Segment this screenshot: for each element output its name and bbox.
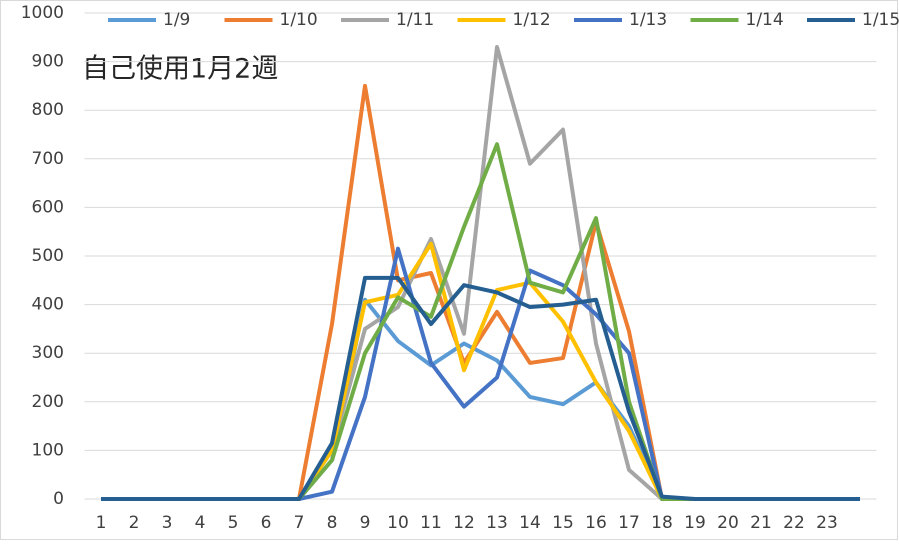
x-tick-label: 8 <box>327 513 338 533</box>
x-tick-label: 3 <box>162 513 173 533</box>
x-tick-label: 6 <box>261 513 272 533</box>
legend-label: 1/11 <box>396 10 434 30</box>
y-tick-label: 900 <box>32 52 64 72</box>
y-tick-label: 1000 <box>21 3 64 23</box>
x-tick-label: 14 <box>519 513 541 533</box>
y-tick-label: 200 <box>32 392 64 412</box>
x-tick-label: 22 <box>783 513 805 533</box>
y-tick-label: 800 <box>32 100 64 120</box>
x-tick-label: 4 <box>195 513 206 533</box>
y-tick-label: 500 <box>32 246 64 266</box>
x-tick-label: 20 <box>717 513 739 533</box>
legend-label: 1/9 <box>163 10 190 30</box>
legend-label: 1/13 <box>629 10 667 30</box>
x-tick-label: 11 <box>420 513 442 533</box>
annotation: 自己使用1月2週 <box>82 54 278 85</box>
y-tick-label: 600 <box>32 197 64 217</box>
y-tick-label: 0 <box>53 489 64 509</box>
x-tick-label: 10 <box>387 513 409 533</box>
legend-label: 1/14 <box>746 10 784 30</box>
y-tick-label: 100 <box>32 440 64 460</box>
x-tick-label: 21 <box>750 513 772 533</box>
x-tick-label: 18 <box>651 513 673 533</box>
x-tick-label: 2 <box>129 513 140 533</box>
y-tick-label: 300 <box>32 343 64 363</box>
x-tick-label: 1 <box>96 513 107 533</box>
x-tick-label: 19 <box>684 513 706 533</box>
x-tick-label: 7 <box>294 513 305 533</box>
y-tick-label: 400 <box>32 295 64 315</box>
legend-label: 1/10 <box>280 10 318 30</box>
legend-label: 1/12 <box>513 10 551 30</box>
series-line <box>101 275 860 501</box>
x-tick-label: 16 <box>585 513 607 533</box>
x-tick-label: 5 <box>228 513 239 533</box>
x-tick-label: 23 <box>816 513 838 533</box>
y-tick-label: 700 <box>32 149 64 169</box>
x-tick-label: 17 <box>618 513 640 533</box>
x-tick-label: 15 <box>552 513 574 533</box>
x-tick-label: 9 <box>360 513 371 533</box>
legend-label: 1/15 <box>862 10 899 30</box>
x-tick-label: 12 <box>453 513 475 533</box>
x-tick-label: 13 <box>486 513 508 533</box>
